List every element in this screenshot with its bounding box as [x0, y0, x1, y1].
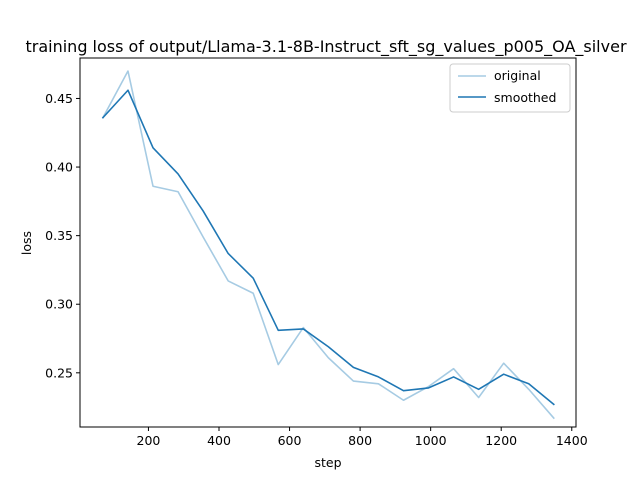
x-tick-label: 200	[137, 433, 161, 448]
x-axis-label: step	[314, 455, 341, 470]
y-tick-label: 0.45	[45, 91, 73, 106]
y-axis-label: loss	[19, 231, 34, 255]
axes-frame	[79, 57, 577, 428]
x-tick-label: 1200	[485, 433, 517, 448]
y-tick-label: 0.35	[45, 228, 73, 243]
legend-label-original: original	[494, 68, 541, 83]
legend-label-smoothed: smoothed	[494, 90, 556, 105]
plot-area: 200 400 600 800 1000 1200 1400 0.25 0.30 0.35 0.4…	[45, 57, 588, 448]
series-line-original	[101, 70, 555, 420]
x-tick-label: 800	[348, 433, 372, 448]
series-line-smoothed	[101, 89, 555, 406]
series-layer	[101, 70, 555, 420]
x-tick-label: 1400	[556, 433, 588, 448]
y-tick-label: 0.25	[45, 365, 73, 380]
x-tick-label: 1000	[415, 433, 447, 448]
y-tick-label: 0.40	[45, 160, 73, 175]
x-tick-label: 400	[207, 433, 231, 448]
legend: original smoothed	[449, 63, 571, 113]
y-tick-label: 0.30	[45, 297, 73, 312]
y-axis-ticks: 0.25 0.30 0.35 0.40 0.45	[45, 91, 80, 380]
chart-title: training loss of output/Llama-3.1-8B-Ins…	[25, 37, 626, 57]
x-axis-ticks: 200 400 600 800 1000 1200 1400	[137, 427, 588, 448]
x-tick-label: 600	[278, 433, 302, 448]
